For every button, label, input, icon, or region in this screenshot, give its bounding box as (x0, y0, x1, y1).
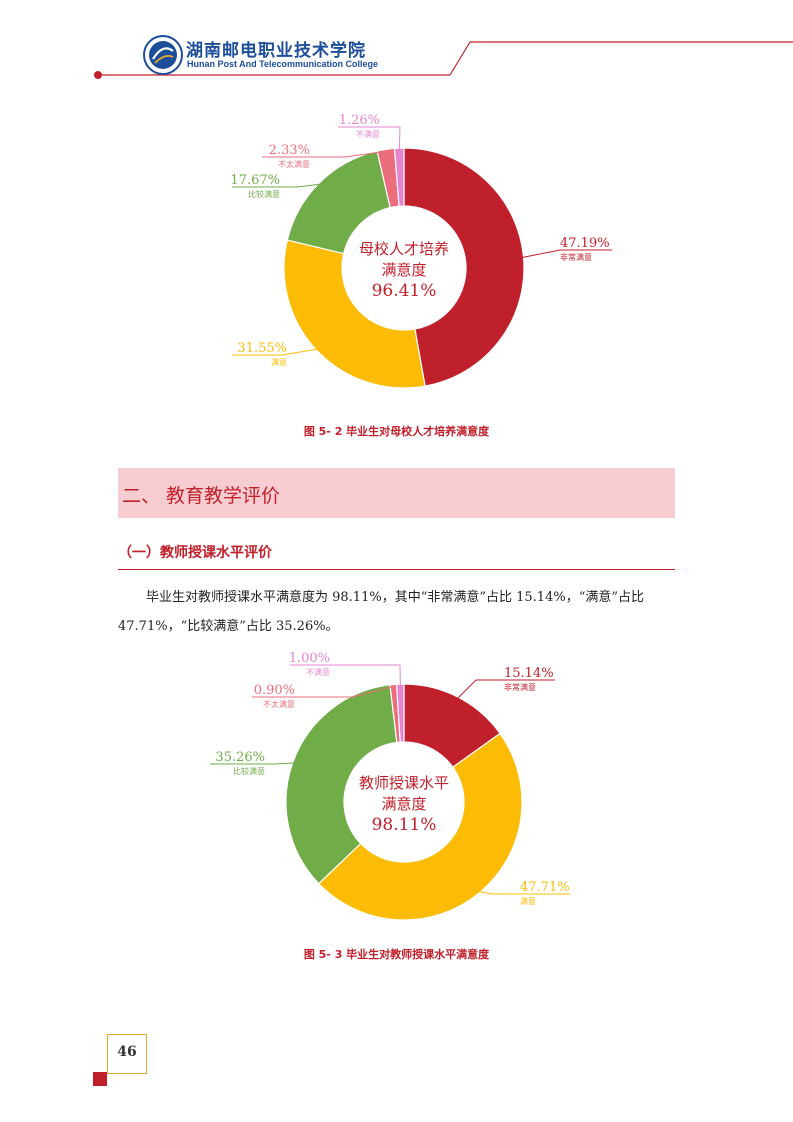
college-name-cn: 湖南邮电职业技术学院 (186, 41, 366, 61)
page-number: 46 (117, 1044, 137, 1060)
slice-value-label-1: 15.14% (504, 666, 554, 681)
center-label-line-2: 满意度 (381, 795, 426, 813)
page-corner-square (93, 1072, 107, 1086)
slice-category-label-4: 不太满意 (263, 699, 295, 709)
slice-value-label-5: 1.00% (289, 651, 330, 666)
slice-category-label-2: 满意 (520, 896, 536, 906)
leader-line-4 (262, 150, 387, 158)
leader-line-5 (338, 126, 401, 151)
page-number-box (107, 1034, 147, 1074)
leader-line-5 (290, 664, 401, 687)
slice-value-label-1: 47.19% (560, 236, 610, 251)
slice-category-label-4: 不太满意 (278, 159, 310, 169)
center-label-line-1: 母校人才培养 (359, 240, 449, 258)
leader-line-3 (210, 762, 295, 765)
section-heading-band (118, 468, 675, 518)
center-label-line-3: 96.41% (372, 281, 437, 301)
slice-category-label-5: 不满意 (306, 667, 330, 677)
leader-line-4 (252, 685, 394, 698)
leader-line-2 (232, 348, 319, 356)
slice-category-label-1: 非常满意 (504, 682, 536, 692)
slice-value-label-4: 0.90% (254, 683, 295, 698)
leader-line-1 (521, 249, 612, 259)
section-title: 二、 教育教学评价 (122, 485, 281, 507)
slice-value-label-4: 2.33% (269, 143, 310, 158)
pie-slice-5 (393, 147, 405, 207)
leader-line-1 (456, 679, 555, 700)
subsection-title: （一）教师授课水平评价 (118, 545, 272, 561)
slice-category-label-5: 不满意 (356, 129, 380, 139)
slice-category-label-3: 比较满意 (233, 766, 265, 776)
pie-slice-1 (403, 147, 525, 387)
slice-value-label-3: 35.26% (215, 750, 265, 765)
slice-value-label-2: 47.71% (520, 880, 570, 895)
pie-slice-2 (283, 239, 426, 389)
body-paragraph: 毕业生对教师授课水平满意度为 98.11%，其中“非常满意”占比 15.14%，… (118, 590, 644, 634)
leader-line-2 (477, 890, 570, 895)
college-logo-icon (143, 35, 183, 75)
pie-slice-5 (395, 683, 405, 743)
slice-category-label-1: 非常满意 (560, 252, 592, 262)
figure-caption-5-3: 图 5- 3 毕业生对教师授课水平满意度 (303, 948, 490, 961)
college-name-en: Hunan Post And Telecommunication College (187, 59, 379, 69)
slice-category-label-3: 比较满意 (248, 189, 280, 199)
donut-chart-teaching: 15.14%非常满意 47.71%满意 35.26%比较满意 0.90%不太满意 1.0… (210, 651, 570, 921)
center-label-line-1: 教师授课水平 (359, 774, 449, 792)
pie-slice-2 (317, 732, 523, 921)
leader-line-3 (232, 183, 322, 188)
center-label-line-2: 满意度 (381, 261, 426, 279)
slice-category-label-2: 满意 (271, 357, 287, 367)
header-decoration (94, 41, 793, 79)
slice-value-label-5: 1.26% (339, 113, 380, 128)
figure-caption-5-2: 图 5- 2 毕业生对母校人才培养满意度 (303, 425, 490, 438)
subsection-rule (118, 569, 675, 570)
donut-chart-alma-mater: 47.19%非常满意 31.55%满意 17.67%比较满意 2.33%不太满意 1.2… (230, 113, 612, 389)
pie-slice-3 (285, 684, 398, 885)
slice-value-label-2: 31.55% (237, 341, 287, 356)
center-label-line-3: 98.11% (372, 815, 437, 835)
slice-value-label-3: 17.67% (230, 173, 280, 188)
